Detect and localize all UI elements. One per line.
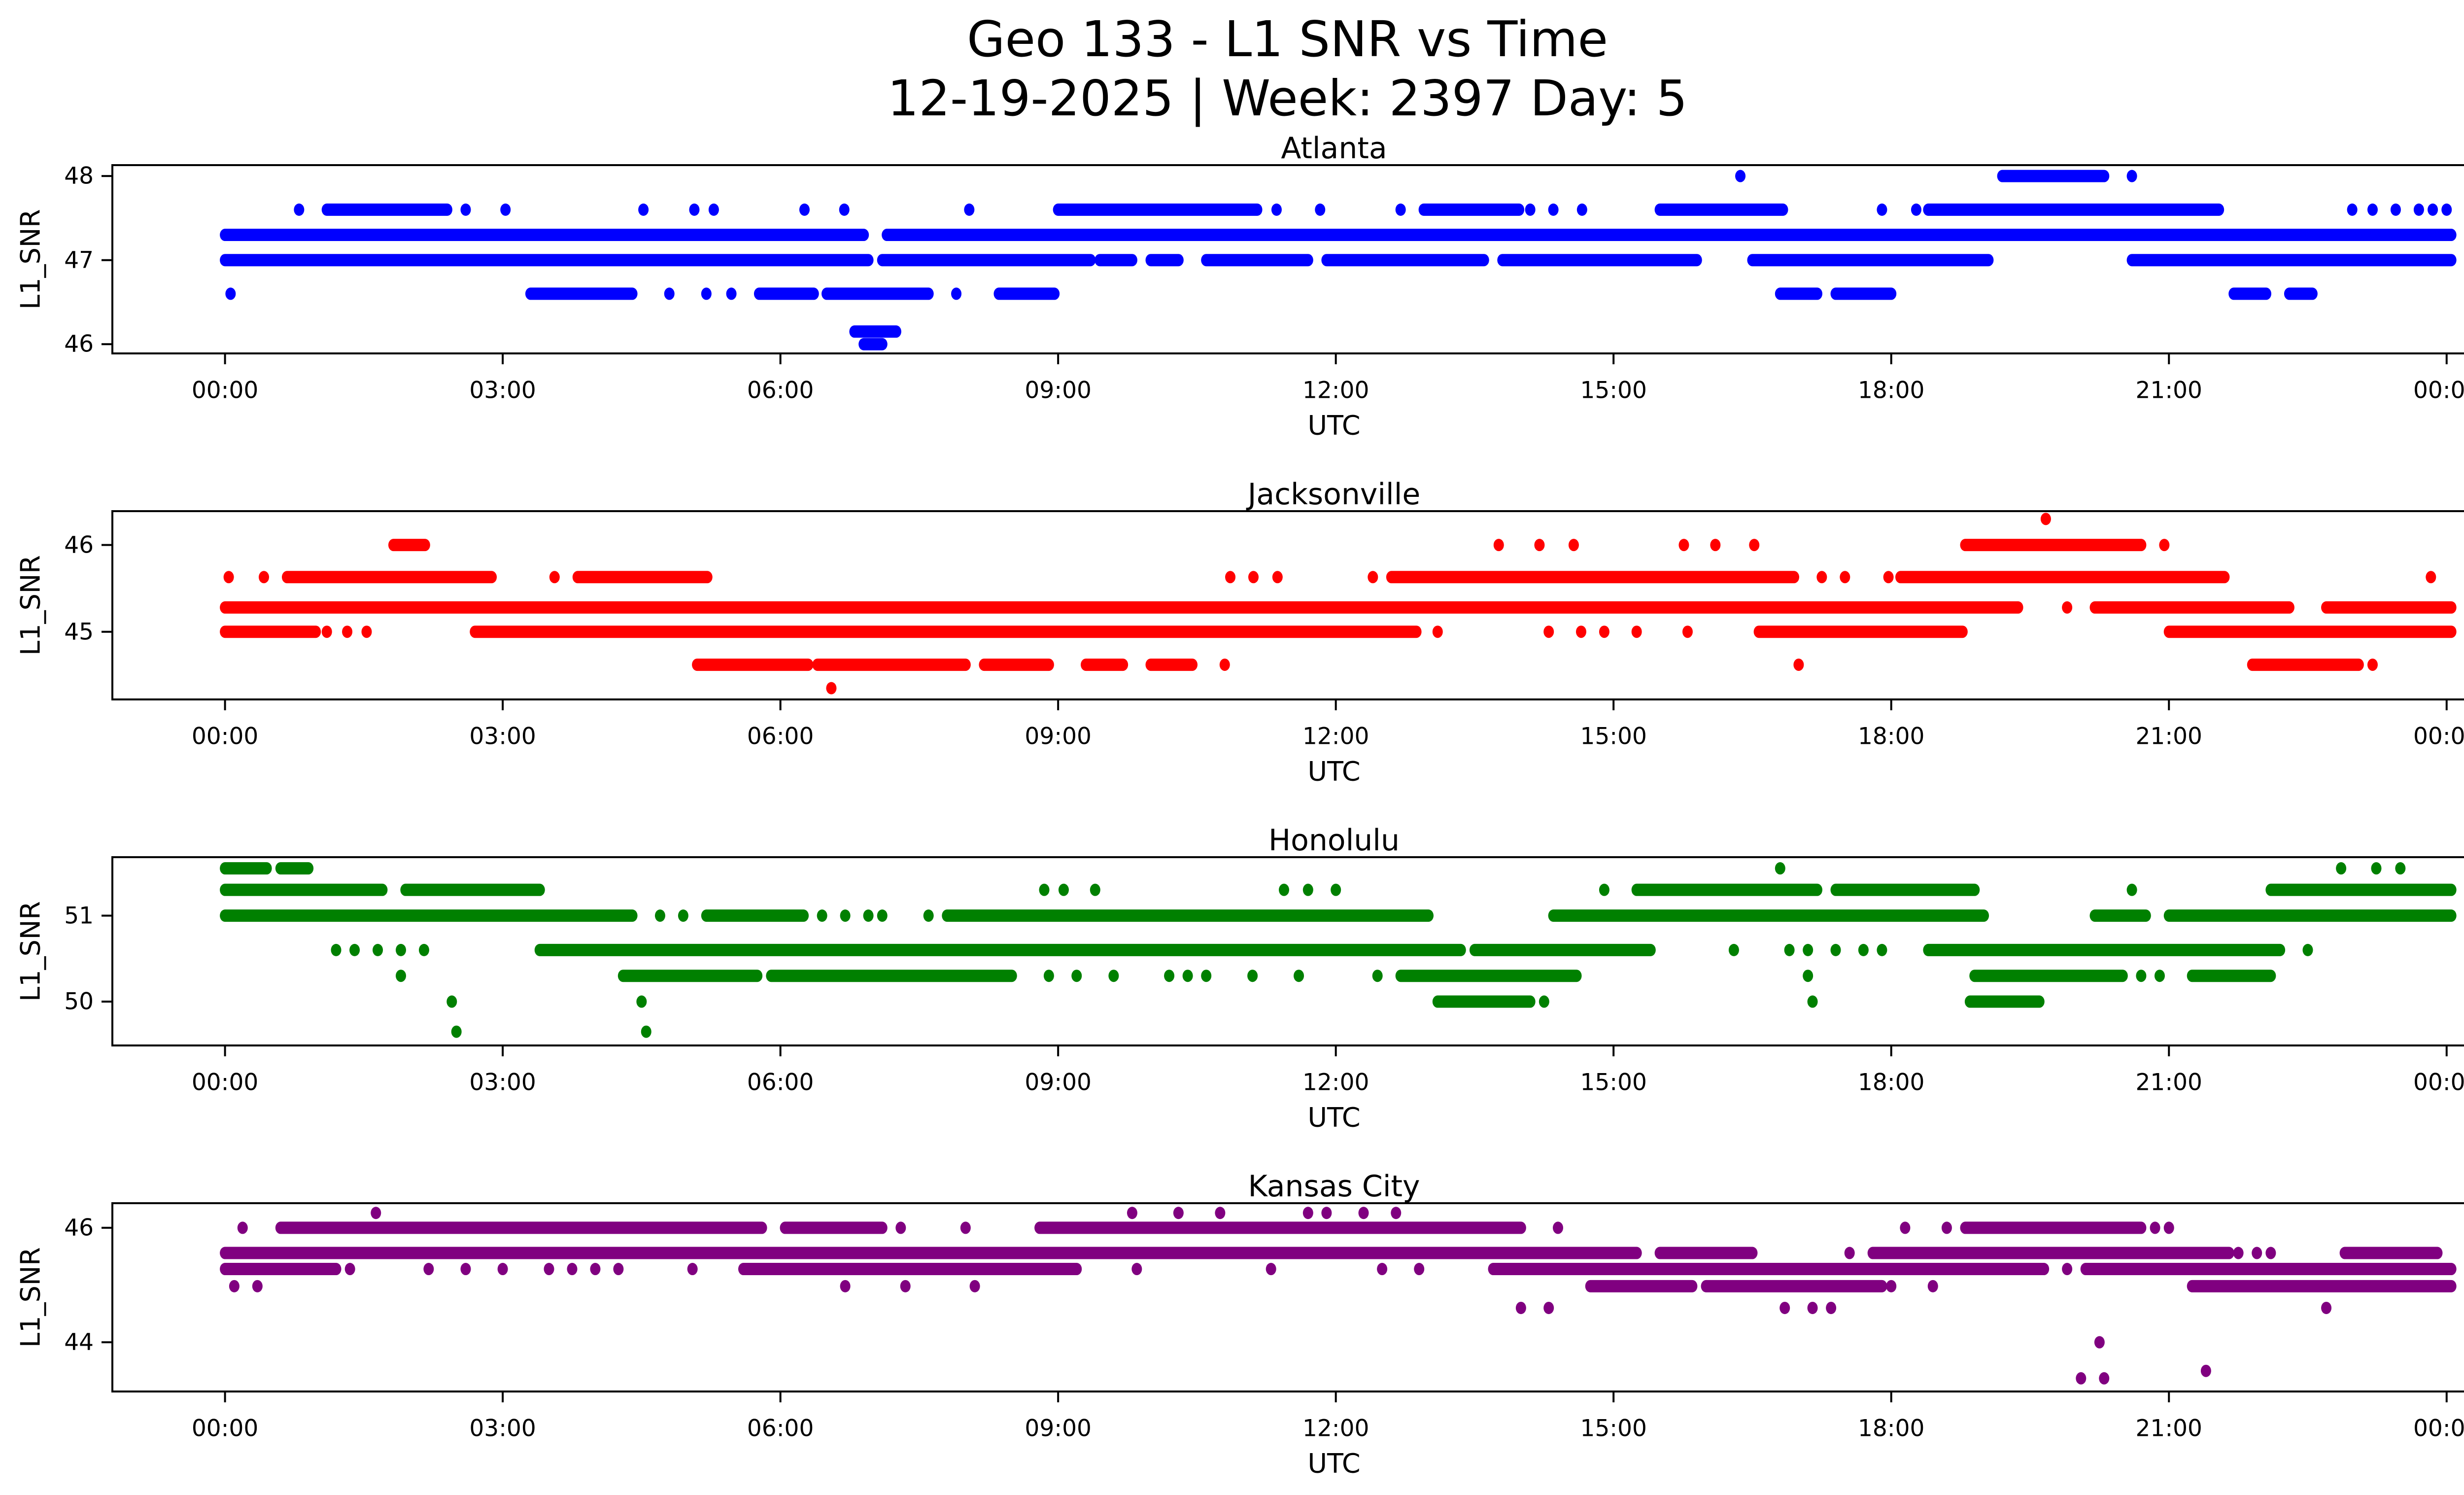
- x-tick-label: 00:00: [191, 723, 259, 750]
- x-tick-label: 12:00: [1302, 723, 1369, 750]
- x-tick-label: 21:00: [2135, 377, 2202, 404]
- y-tick-label: 46: [64, 330, 94, 358]
- y-tick-label: 45: [64, 618, 94, 646]
- scatter-points-atlanta: [220, 170, 2457, 350]
- x-tick-label: 15:00: [1580, 723, 1647, 750]
- x-tick-label: 03:00: [469, 1415, 536, 1442]
- x-axis-label-atlanta: UTC: [1307, 410, 1361, 441]
- x-tick-label: 21:00: [2135, 723, 2202, 750]
- x-tick-label: 09:00: [1025, 377, 1092, 404]
- x-tick-label: 12:00: [1302, 1069, 1369, 1096]
- y-axis-label-jacksonville: L1_SNR: [15, 555, 46, 656]
- y-tick-label: 48: [64, 162, 94, 190]
- x-tick-label: 00:00: [191, 1415, 259, 1442]
- axes-spines-kansas-city: [111, 1202, 2464, 1392]
- x-tick-label: 03:00: [469, 1069, 536, 1096]
- x-tick-label: 18:00: [1857, 1069, 1925, 1096]
- x-axis-label-kansas-city: UTC: [1307, 1448, 1361, 1479]
- subplot-kansas-city: [102, 1202, 2464, 1402]
- x-tick-label: 00:00: [2413, 377, 2464, 404]
- x-axis-label-honolulu: UTC: [1307, 1102, 1361, 1133]
- x-tick-label: 00:00: [2413, 1069, 2464, 1096]
- y-tick-label: 46: [64, 531, 94, 559]
- subplot-title-kansas-city: Kansas City: [1248, 1169, 1420, 1204]
- scatter-points-kansas-city: [220, 1207, 2457, 1385]
- x-tick-label: 21:00: [2135, 1069, 2202, 1096]
- figure-subtitle: 12-19-2025 | Week: 2397 Day: 5: [887, 70, 1688, 127]
- x-tick-label: 15:00: [1580, 1415, 1647, 1442]
- x-tick-label: 15:00: [1580, 1069, 1647, 1096]
- x-tick-label: 21:00: [2135, 1415, 2202, 1442]
- subplot-title-jacksonville: Jacksonville: [1247, 477, 1421, 512]
- axes-spines-jacksonville: [111, 510, 2464, 700]
- axes-spines-honolulu: [111, 856, 2464, 1046]
- y-tick-label: 46: [64, 1214, 94, 1242]
- y-axis-label-atlanta: L1_SNR: [15, 209, 46, 310]
- x-tick-label: 18:00: [1857, 723, 1925, 750]
- x-tick-label: 12:00: [1302, 1415, 1369, 1442]
- y-axis-label-kansas-city: L1_SNR: [15, 1247, 46, 1348]
- y-tick-label: 51: [64, 902, 94, 930]
- x-axis-label-jacksonville: UTC: [1307, 756, 1361, 787]
- x-tick-label: 06:00: [747, 723, 814, 750]
- x-tick-label: 18:00: [1857, 377, 1925, 404]
- y-tick-label: 47: [64, 246, 94, 274]
- x-tick-label: 09:00: [1025, 1415, 1092, 1442]
- x-tick-label: 06:00: [747, 1415, 814, 1442]
- x-tick-label: 00:00: [191, 377, 259, 404]
- figure-title: Geo 133 - L1 SNR vs Time: [967, 10, 1608, 68]
- x-tick-label: 18:00: [1857, 1415, 1925, 1442]
- subplot-atlanta: [102, 164, 2464, 364]
- scatter-points-honolulu: [220, 862, 2457, 1038]
- subplot-honolulu: [102, 856, 2464, 1056]
- subplot-title-honolulu: Honolulu: [1268, 823, 1400, 858]
- y-axis-label-honolulu: L1_SNR: [15, 901, 46, 1002]
- x-tick-label: 06:00: [747, 377, 814, 404]
- y-tick-label: 50: [64, 988, 94, 1015]
- subplot-jacksonville: [102, 510, 2464, 710]
- x-tick-label: 00:00: [191, 1069, 259, 1096]
- subplot-title-atlanta: Atlanta: [1281, 131, 1387, 166]
- x-tick-label: 12:00: [1302, 377, 1369, 404]
- x-tick-label: 06:00: [747, 1069, 814, 1096]
- x-tick-label: 03:00: [469, 723, 536, 750]
- scatter-points-jacksonville: [220, 513, 2457, 695]
- x-tick-label: 09:00: [1025, 723, 1092, 750]
- x-tick-label: 00:00: [2413, 1415, 2464, 1442]
- y-tick-label: 44: [64, 1328, 94, 1356]
- x-tick-label: 09:00: [1025, 1069, 1092, 1096]
- x-tick-label: 15:00: [1580, 377, 1647, 404]
- x-tick-label: 00:00: [2413, 723, 2464, 750]
- x-tick-label: 03:00: [469, 377, 536, 404]
